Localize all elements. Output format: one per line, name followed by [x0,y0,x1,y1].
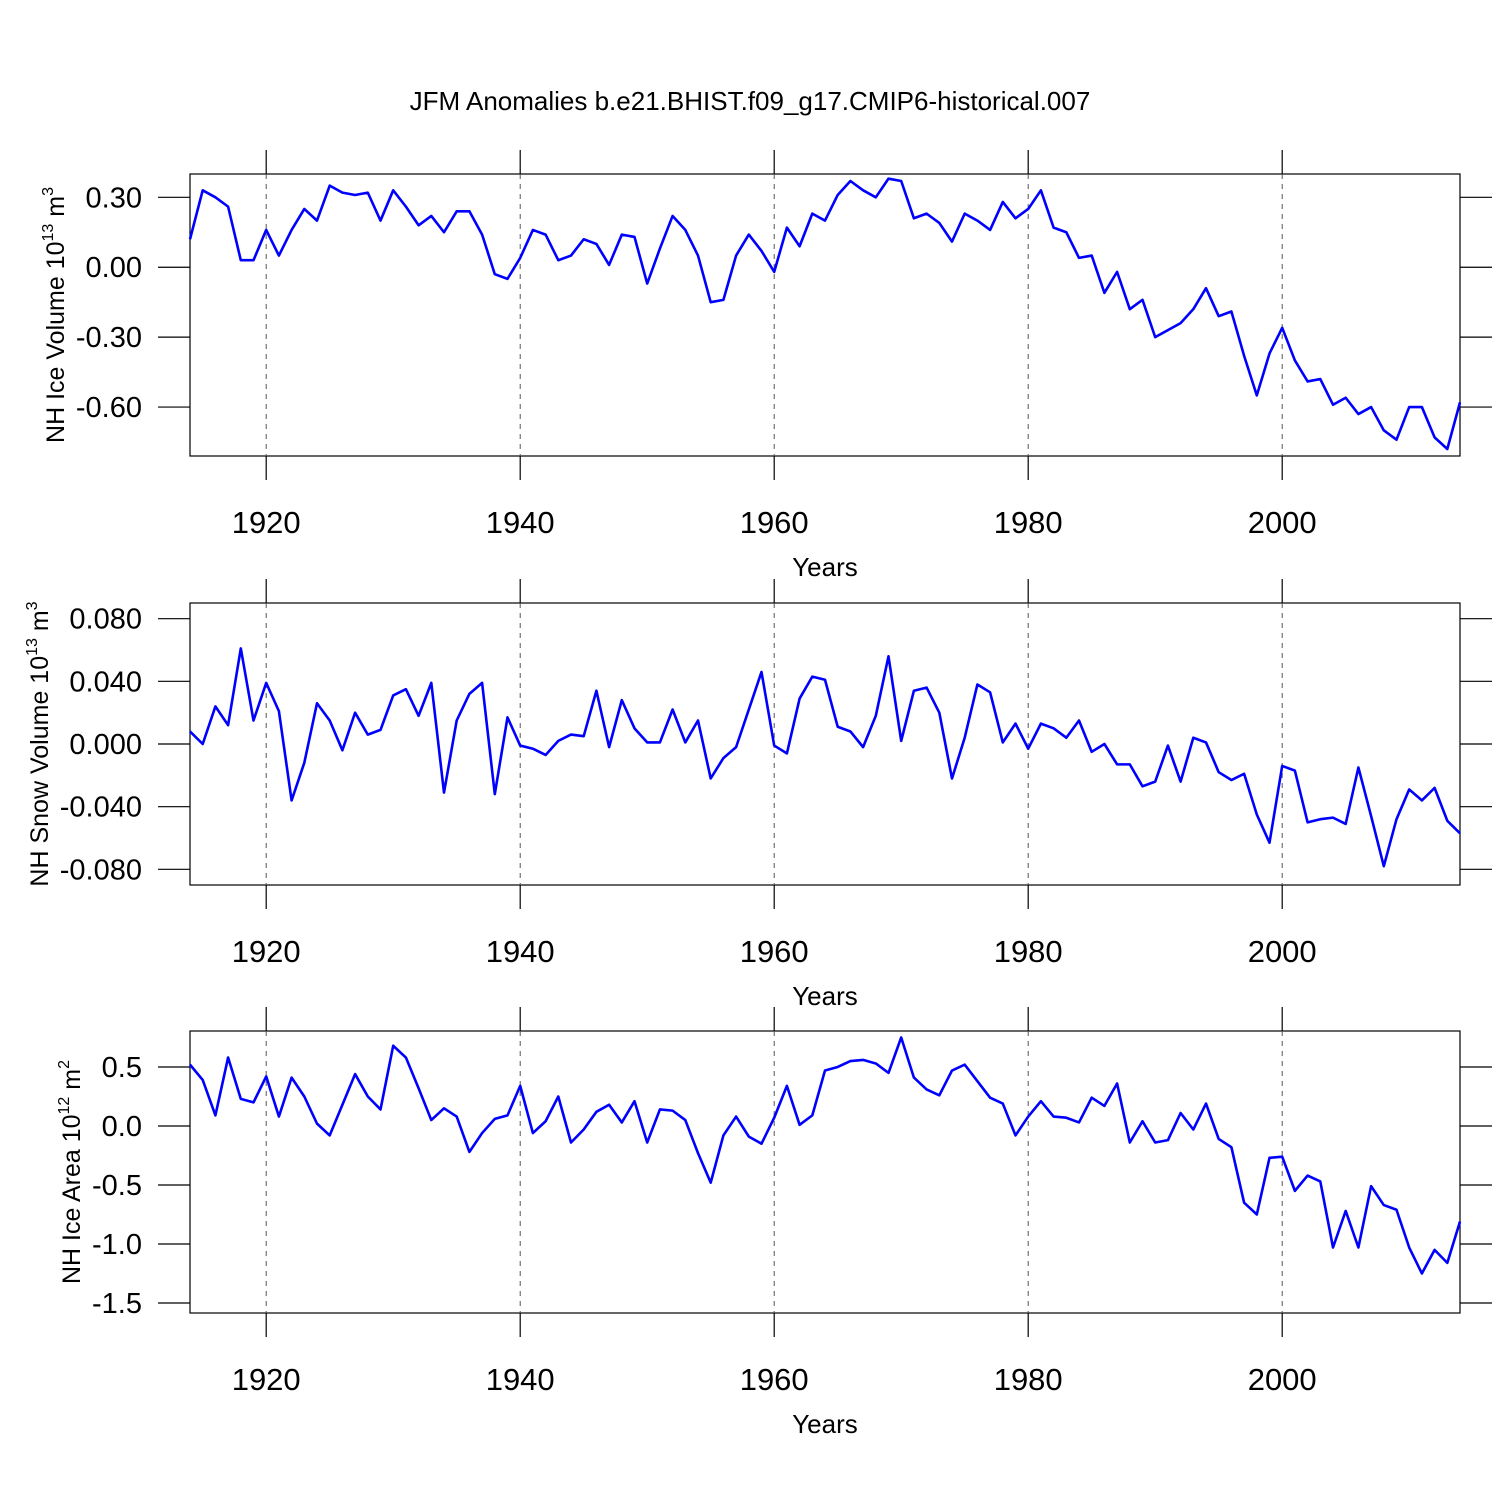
x-tick-label: 2000 [1248,505,1317,540]
y-axis-title-part: m [26,610,54,638]
y-tick-label: 0.040 [69,666,142,698]
x-tick-label: 1920 [232,1362,301,1397]
figure-title: JFM Anomalies b.e21.BHIST.f09_g17.CMIP6-… [410,86,1091,116]
y-tick-label: -0.30 [76,322,142,354]
y-tick-label: 0.5 [102,1052,142,1084]
y-tick-label: -0.5 [92,1170,142,1202]
plot-frame [189,173,1461,457]
x-axis-title: Years [792,552,858,582]
data-line [188,177,1462,451]
x-tick-label: 1960 [740,1362,809,1397]
x-axis-title: Years [792,1409,858,1439]
y-axis-title: NH Snow Volume 1013 m3 [24,601,54,886]
y-tick-label: 0.080 [69,604,142,636]
y-axis-title-exponent: 12 [56,1097,73,1115]
x-tick-label: 1920 [232,934,301,969]
panel: 1920 1940 1960 1980 2000 0.080 0.040 0.000 -0.04… [24,579,1492,1011]
y-tick-label: -0.040 [60,792,142,824]
x-tick-label: 1980 [994,505,1063,540]
y-axis-title-exponent: 2 [56,1060,73,1069]
plot-frame [189,1030,1461,1314]
y-axis-title-exponent: 3 [24,601,41,610]
y-axis-title-part: m [42,196,70,224]
x-tick-label: 1940 [486,934,555,969]
y-tick-label: 0.0 [102,1111,142,1143]
data-line [188,1036,1462,1275]
x-tick-label: 2000 [1248,934,1317,969]
y-tick-label: -0.080 [60,854,142,886]
x-tick-label: 1940 [486,1362,555,1397]
x-tick-label: 1920 [232,505,301,540]
y-axis-title-part: NH Ice Area 10 [58,1114,86,1284]
y-axis-title-exponent: 13 [24,638,41,656]
y-axis-title: NH Ice Area 1012 m2 [56,1060,86,1284]
y-tick-label: 0.000 [69,729,142,761]
y-tick-label: 0.00 [86,252,142,284]
y-tick-label: 0.30 [86,182,142,214]
y-tick-label: -1.0 [92,1229,142,1261]
y-tick-label: -1.5 [92,1288,142,1320]
y-axis-title: NH Ice Volume 1013 m3 [40,187,70,443]
x-tick-label: 1960 [740,505,809,540]
x-tick-label: 1960 [740,934,809,969]
x-axis-title: Years [792,981,858,1011]
x-tick-label: 1980 [994,934,1063,969]
y-tick-label: -0.60 [76,392,142,424]
x-tick-label: 2000 [1248,1362,1317,1397]
data-line [189,647,1461,868]
y-axis-title-part: NH Ice Volume 10 [42,241,70,443]
y-axis-title-part: m [58,1069,86,1097]
y-axis-title-exponent: 13 [40,224,57,242]
panel: 1920 1940 1960 1980 2000 0.30 0.00 -0.30 -0.60 Ye… [40,150,1492,582]
x-tick-label: 1940 [486,505,555,540]
x-tick-label: 1980 [994,1362,1063,1397]
y-axis-title-exponent: 3 [40,187,57,196]
y-axis-title-part: NH Snow Volume 10 [26,656,54,887]
panel: 1920 1940 1960 1980 2000 0.5 0.0 -0.5 -1.0 -1.5 Ye… [56,1007,1492,1439]
